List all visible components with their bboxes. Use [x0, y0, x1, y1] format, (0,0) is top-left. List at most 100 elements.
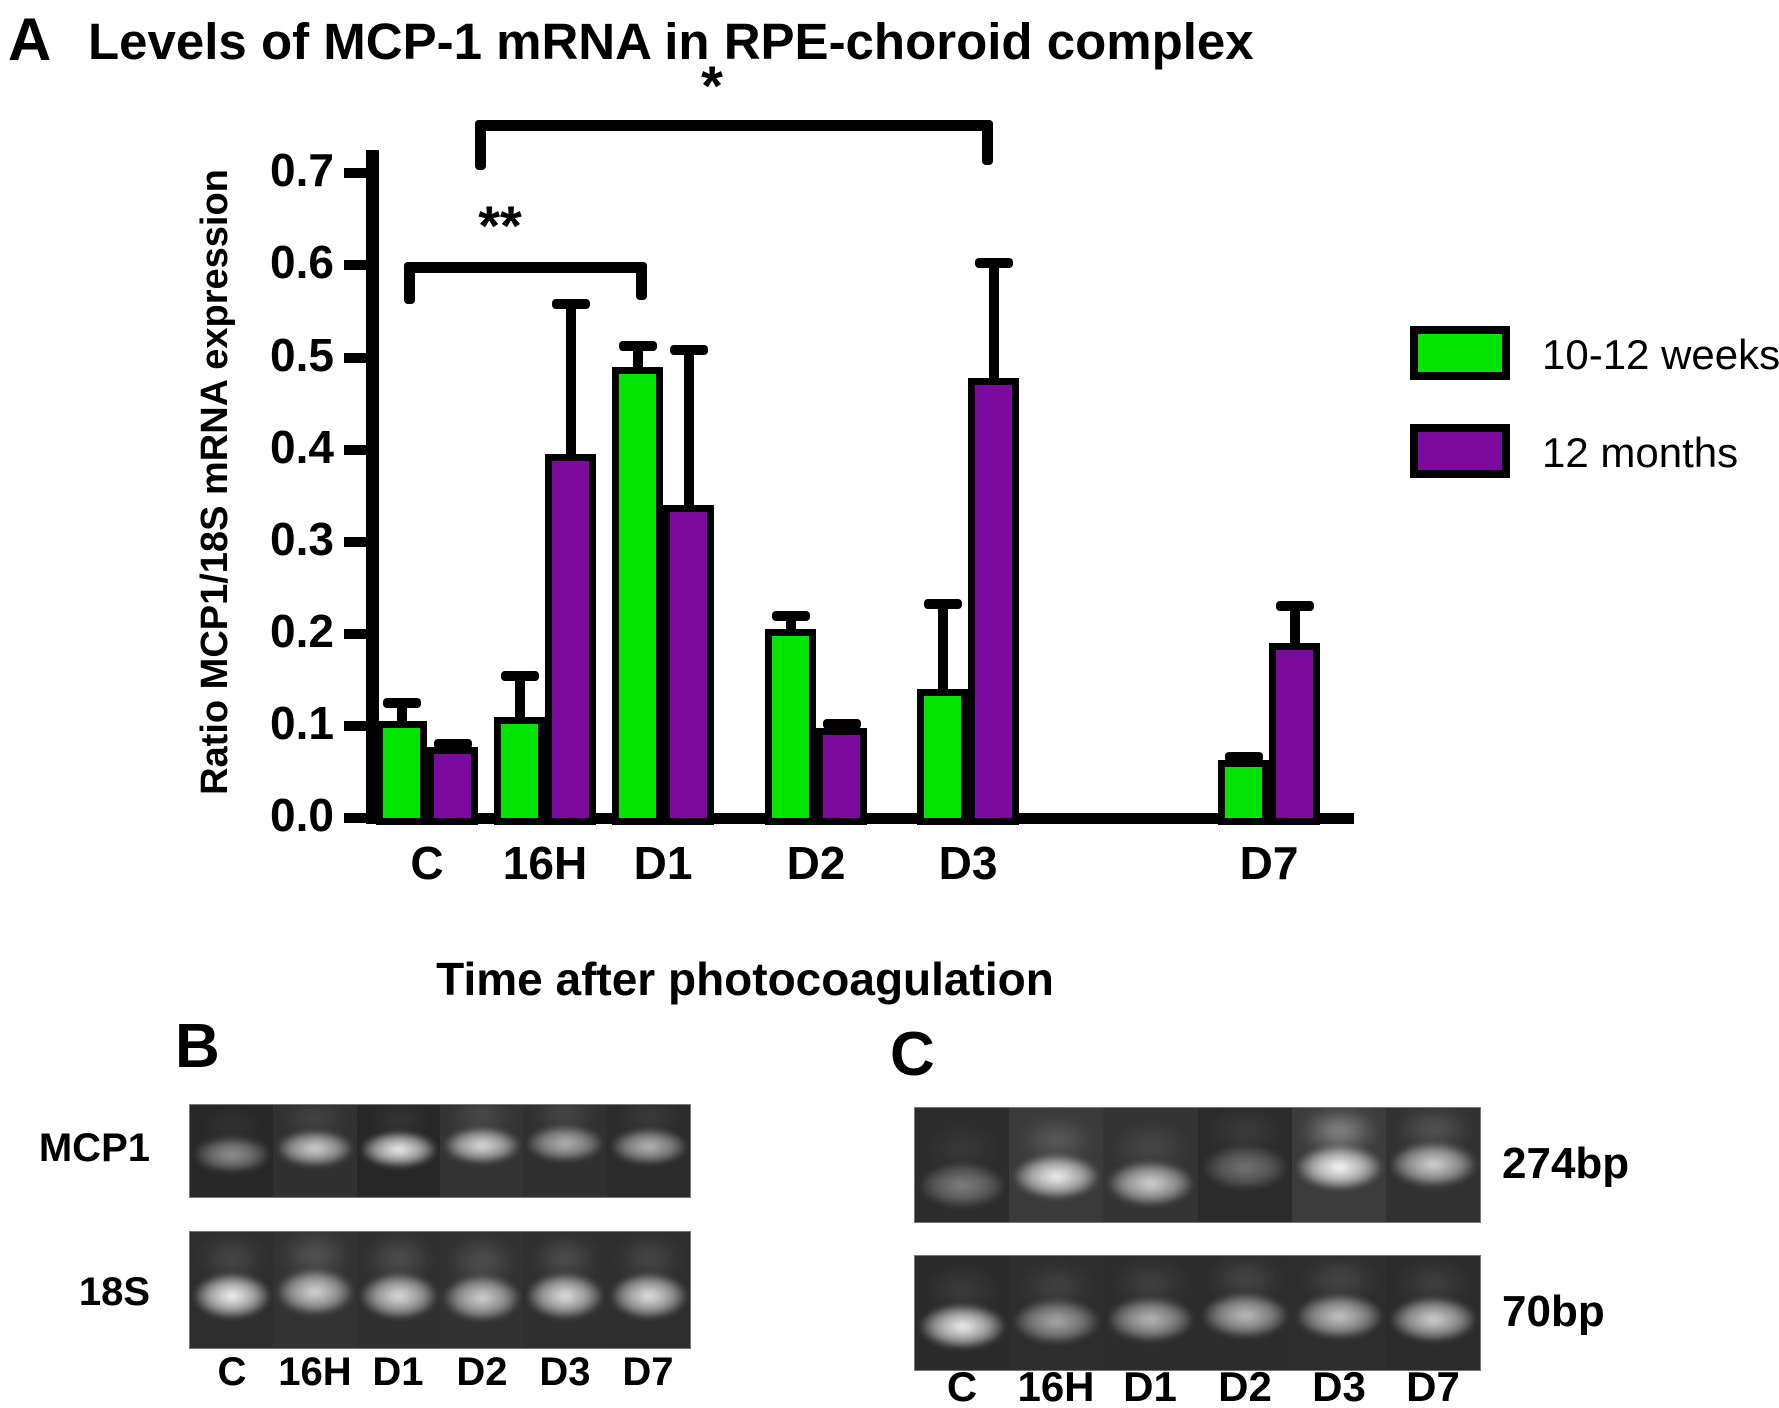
gel-lane-c-1-D7	[1386, 1256, 1480, 1370]
error-bar-cap-C-0	[383, 698, 421, 708]
gel-smear	[922, 1125, 1003, 1173]
gel-band	[1391, 1143, 1476, 1186]
gel-lane-b-1-C	[190, 1232, 274, 1348]
sig-bracket-bar	[404, 262, 647, 273]
gel-lane-b-0-D7	[607, 1105, 690, 1197]
y-tick	[344, 168, 372, 178]
gel-lane-label-b-16H: 16H	[278, 1350, 352, 1394]
gel-band	[445, 1276, 519, 1320]
gel-lane-label-b-D1: D1	[372, 1350, 424, 1394]
x-tick-label-D3: D3	[938, 837, 998, 889]
error-bar-cap-D7-0	[1225, 752, 1263, 762]
legend-swatch-12-months	[1410, 424, 1510, 478]
chart-title: Levels of MCP-1 mRNA in RPE-choroid comp…	[88, 13, 1254, 70]
sig-bracket-left-tick	[404, 262, 415, 304]
sig-bracket-left-tick	[475, 120, 486, 170]
error-bar-cap-C-1	[434, 739, 472, 749]
bar-purple-D2	[816, 728, 867, 825]
error-bar-16H-0	[515, 674, 525, 724]
gel-band	[1297, 1295, 1382, 1338]
error-bar-D1-1	[684, 348, 694, 513]
gel-band	[528, 1126, 602, 1161]
gel-image-b-0	[190, 1105, 690, 1197]
y-tick-label: 0.7	[270, 144, 334, 196]
gel-band	[612, 1129, 686, 1164]
gel-band	[278, 1270, 352, 1314]
error-bar-cap-D7-1	[1276, 601, 1314, 611]
error-bar-D7-1	[1290, 604, 1300, 651]
gel-lane-label-b-D7: D7	[622, 1350, 674, 1394]
error-bar-C-0	[397, 701, 407, 729]
gel-band	[362, 1274, 436, 1318]
gel-lane-c-0-D7	[1386, 1108, 1480, 1222]
gel-band	[1297, 1146, 1382, 1189]
legend-label-12-months: 12 months	[1542, 429, 1739, 476]
y-tick	[344, 629, 372, 639]
bar-purple-C	[427, 747, 478, 825]
legend-label-10-12-weeks: 10-12 weeks	[1542, 331, 1779, 378]
gel-band	[445, 1128, 519, 1163]
gel-band	[1108, 1298, 1193, 1341]
gel-lane-c-1-D1	[1103, 1256, 1198, 1370]
bar-green-C	[376, 721, 427, 825]
gel-band	[362, 1132, 436, 1167]
bar-green-16H	[494, 717, 545, 825]
error-bar-D3-1	[989, 261, 999, 386]
y-axis-line	[366, 150, 379, 823]
gel-lane-b-1-16H	[273, 1232, 357, 1348]
gel-lane-c-0-16H	[1009, 1108, 1104, 1222]
gel-band	[278, 1131, 352, 1166]
y-tick	[344, 813, 372, 823]
bar-green-D3	[917, 689, 968, 825]
gel-band	[1014, 1300, 1099, 1343]
y-tick-label: 0.4	[270, 421, 334, 473]
x-tick-label-D2: D2	[786, 837, 846, 889]
sig-bracket-right-tick	[982, 120, 993, 165]
gel-lane-label-b-C: C	[217, 1350, 247, 1394]
gel-image-b-1	[190, 1232, 690, 1348]
y-tick-label: 0.2	[270, 605, 334, 657]
error-bar-cap-D2-0	[772, 611, 810, 621]
bar-green-D2	[765, 629, 816, 825]
gel-lane-label-c-D1: D1	[1123, 1363, 1177, 1408]
y-tick	[344, 721, 372, 731]
gel-lane-label-c-D7: D7	[1406, 1363, 1460, 1408]
gel-band	[920, 1164, 1005, 1207]
error-bar-cap-D3-0	[924, 599, 962, 609]
gel-lane-c-1-D3	[1292, 1256, 1387, 1370]
gel-band	[612, 1274, 686, 1318]
y-tick	[344, 260, 372, 270]
panel-b-label: B	[175, 1012, 220, 1081]
gel-lane-label-c-16H: 16H	[1017, 1363, 1095, 1408]
gel-lane-b-0-D3	[523, 1105, 607, 1197]
error-bar-cap-D2-1	[823, 719, 861, 729]
y-tick	[344, 445, 372, 455]
error-bar-D3-0	[938, 602, 948, 697]
y-tick	[344, 353, 372, 363]
sig-bracket-bar	[475, 120, 993, 131]
gel-lane-b-0-16H	[273, 1105, 357, 1197]
gel-image-c-1	[915, 1256, 1480, 1370]
x-tick-label-D7: D7	[1239, 837, 1299, 889]
bar-purple-D1	[663, 505, 714, 825]
sig-label: *	[701, 54, 723, 117]
gel-lane-b-0-D1	[357, 1105, 441, 1197]
bar-purple-16H	[545, 454, 596, 825]
error-bar-cap-D1-1	[670, 345, 708, 355]
gel-lane-c-1-D2	[1198, 1256, 1293, 1370]
y-tick-label: 0.3	[270, 513, 334, 565]
gel-band	[528, 1274, 602, 1318]
gel-lane-c-0-C	[915, 1108, 1010, 1222]
gel-lane-b-1-D2	[440, 1232, 524, 1348]
gel-image-c-0	[915, 1108, 1480, 1222]
y-tick-label: 0.1	[270, 697, 334, 749]
bar-chart: 0.0 0.1 0.2 0.3 0.4 0.5 0.6 0.7 C 16H D1 D2 D3 D7 * **	[270, 54, 1354, 889]
gel-lane-c-0-D2	[1198, 1108, 1293, 1222]
gel-b-row-label-18s: 18S	[78, 1270, 150, 1314]
gel-band	[195, 1137, 269, 1172]
x-tick-label-C: C	[410, 837, 444, 889]
y-tick	[344, 537, 372, 547]
x-tick-label-D1: D1	[633, 837, 693, 889]
x-tick-label-16H: 16H	[502, 837, 588, 889]
